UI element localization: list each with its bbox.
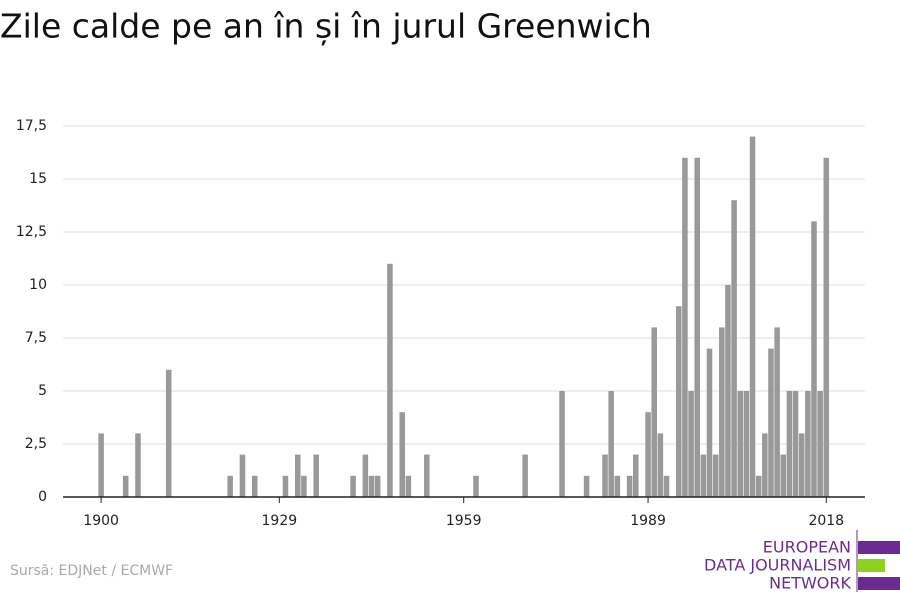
bar xyxy=(633,454,639,497)
source: Sursă: EDJNet / ECMWF xyxy=(10,563,173,579)
bar xyxy=(239,454,246,497)
logo-text: DATA JOURNALISM xyxy=(704,556,851,575)
x-tick-label: 1900 xyxy=(83,513,119,529)
bar xyxy=(706,348,713,497)
bar xyxy=(657,433,664,497)
bar xyxy=(780,454,787,497)
bar xyxy=(614,475,621,497)
bar xyxy=(583,475,590,497)
bar xyxy=(651,327,657,497)
x-tick-label: 1989 xyxy=(630,513,666,529)
bar xyxy=(712,454,719,497)
bar xyxy=(749,136,756,497)
bar xyxy=(294,454,301,497)
bar xyxy=(817,391,823,497)
x-tick-label: 1929 xyxy=(262,513,298,529)
y-tick-label: 2,5 xyxy=(25,436,47,452)
bar xyxy=(762,433,768,497)
bar xyxy=(731,200,737,497)
bar xyxy=(786,391,793,497)
y-tick-label: 5 xyxy=(38,383,47,399)
bar xyxy=(559,391,565,497)
bar xyxy=(792,391,799,497)
bar xyxy=(301,475,307,497)
bar xyxy=(743,391,750,497)
y-tick-label: 15 xyxy=(29,171,47,187)
bar xyxy=(774,327,780,497)
bar xyxy=(645,412,651,497)
logo-bar xyxy=(858,541,900,554)
bar xyxy=(362,454,369,497)
bar xyxy=(227,475,233,497)
bar xyxy=(737,391,744,497)
bar xyxy=(405,475,412,497)
bar xyxy=(676,306,682,497)
bar xyxy=(350,475,356,497)
logo-text: NETWORK xyxy=(769,574,851,593)
bar xyxy=(424,454,430,497)
bar xyxy=(811,221,817,497)
bar xyxy=(768,348,774,497)
y-tick-label: 7,5 xyxy=(25,330,47,346)
bar xyxy=(608,391,614,497)
logo-bar xyxy=(858,559,885,572)
x-tick-label: 1959 xyxy=(446,513,482,529)
bar xyxy=(387,263,393,497)
y-tick-label: 17,5 xyxy=(16,118,47,134)
bar xyxy=(682,157,688,498)
bar xyxy=(374,475,381,497)
chart-title: Zile calde pe an în și în jurul Greenwic… xyxy=(0,7,652,46)
x-tick-label: 2018 xyxy=(808,513,844,529)
bar xyxy=(122,475,129,497)
bar xyxy=(823,157,830,498)
bar xyxy=(399,412,406,497)
y-tick-label: 10 xyxy=(29,277,47,293)
bar xyxy=(522,454,528,497)
bar xyxy=(755,475,762,497)
logo-text: EUROPEAN xyxy=(763,538,851,557)
bar xyxy=(473,475,479,497)
bar xyxy=(688,391,694,497)
bar xyxy=(626,475,633,497)
bar xyxy=(725,285,731,497)
y-tick-label: 12,5 xyxy=(16,224,47,240)
logo-bar xyxy=(858,577,900,590)
bar xyxy=(798,433,805,497)
bar xyxy=(98,433,104,497)
bar xyxy=(700,454,707,497)
bar xyxy=(282,475,289,497)
bar xyxy=(251,475,258,497)
bar xyxy=(368,475,375,497)
bar xyxy=(165,369,172,497)
bar xyxy=(663,475,670,497)
bar xyxy=(135,433,141,497)
bar xyxy=(602,454,608,497)
logo: EUROPEAN DATA JOURNALISM NETWORK xyxy=(704,530,900,593)
bar xyxy=(313,454,319,497)
bar xyxy=(805,391,811,497)
bar xyxy=(694,157,700,498)
bar xyxy=(719,327,725,497)
y-tick-label: 0 xyxy=(38,489,47,505)
